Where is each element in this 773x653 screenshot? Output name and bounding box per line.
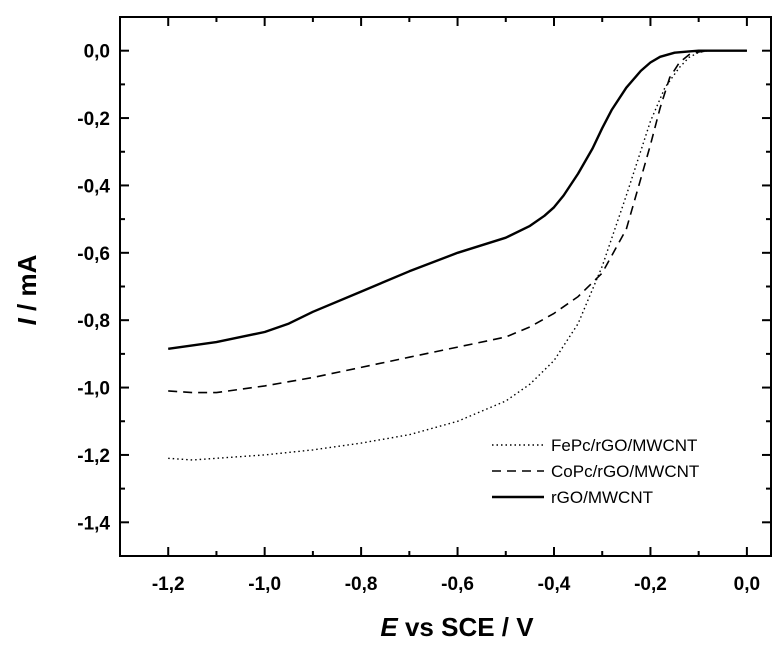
- legend-label: rGO/MWCNT: [551, 488, 653, 507]
- y-tick-label: 0,0: [84, 42, 110, 63]
- series-line-0: [168, 50, 747, 461]
- x-tick-label: -1,2: [152, 574, 185, 595]
- y-tick-label: -1,2: [77, 446, 110, 467]
- legend: FePc/rGO/MWCNT CoPc/rGO/MWCNT rGO/MWCNT: [492, 436, 699, 507]
- x-axis-units: vs SCE / V: [398, 612, 534, 642]
- tick-labels: -1,2 -1,0 -0,8 -0,6 -0,4 -0,2 0,0 0,0 -0,2 -0,4 -0…: [77, 42, 760, 595]
- legend-label: FePc/rGO/MWCNT: [551, 436, 697, 455]
- y-tick-label: -1,0: [77, 379, 110, 400]
- x-axis-title: E vs SCE / V: [380, 612, 534, 642]
- x-axis-variable: E: [380, 612, 398, 642]
- y-axis-title: I / mA: [12, 254, 42, 325]
- y-tick-label: -0,4: [77, 176, 110, 197]
- series-line-1: [168, 49, 747, 394]
- y-tick-label: -0,8: [77, 311, 110, 332]
- x-tick-label: -1,0: [248, 574, 281, 595]
- x-tick-label: -0,2: [634, 574, 667, 595]
- y-tick-label: -1,4: [77, 513, 110, 534]
- y-tick-label: -0,6: [77, 244, 110, 265]
- series-line-2: [168, 49, 747, 350]
- y-axis-units: / mA: [12, 254, 42, 318]
- x-tick-label: 0,0: [734, 574, 760, 595]
- x-tick-label: -0,6: [441, 574, 474, 595]
- legend-label: CoPc/rGO/MWCNT: [551, 462, 699, 481]
- x-tick-label: -0,8: [345, 574, 378, 595]
- y-axis-variable: I: [12, 317, 42, 325]
- axis-ticks: [119, 16, 771, 557]
- x-tick-label: -0,4: [538, 574, 571, 595]
- y-tick-label: -0,2: [77, 109, 110, 130]
- series-lines: [168, 49, 747, 461]
